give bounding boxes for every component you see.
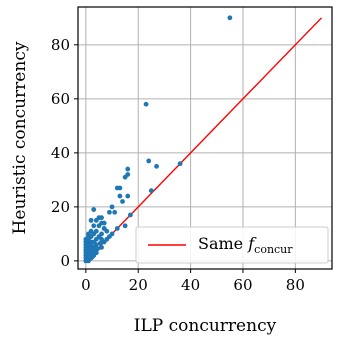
data-point [95, 246, 101, 252]
legend-box [135, 226, 329, 264]
legend-label-text: Same [198, 234, 248, 253]
x-tick-label: 80 [286, 276, 305, 294]
legend-label-subscript: concur [254, 243, 293, 256]
y-tick-label: 80 [51, 36, 70, 54]
data-point [90, 254, 95, 260]
data-point [93, 217, 99, 223]
data-point [117, 185, 123, 191]
y-tick-label: 60 [51, 90, 70, 108]
data-point [91, 223, 97, 229]
y-tick-label: 0 [60, 252, 70, 270]
points-layer [83, 15, 233, 264]
data-point [114, 226, 120, 231]
data-point [101, 226, 107, 231]
data-point [84, 257, 90, 262]
ticks: 0 20 40 60 80 0 20 40 60 80 [51, 36, 305, 294]
data-point [84, 249, 90, 254]
legend-label: Same fconcur [198, 234, 293, 256]
y-tick-label: 40 [51, 144, 70, 162]
data-point [97, 240, 103, 246]
data-point [122, 223, 128, 229]
data-point [99, 244, 104, 250]
y-axis-label: Heuristic concurrency [10, 41, 30, 234]
data-point [122, 174, 128, 180]
x-tick-label: 0 [81, 276, 91, 294]
y-tick-label: 20 [51, 198, 70, 216]
x-tick-label: 20 [129, 276, 148, 294]
data-point [107, 209, 112, 215]
x-tick-label: 60 [233, 276, 252, 294]
data-point [109, 231, 115, 237]
data-point [125, 166, 131, 172]
data-point [117, 193, 123, 199]
data-point [99, 220, 104, 226]
data-point [88, 217, 94, 223]
data-point [112, 209, 118, 215]
legend: Same fconcur [135, 226, 329, 264]
x-axis-label: ILP concurrency [134, 316, 277, 336]
data-point [148, 188, 154, 194]
data-point [99, 215, 104, 221]
plot-frame [77, 6, 333, 270]
data-point [125, 193, 131, 199]
reference-line-layer [85, 17, 323, 262]
data-point [127, 212, 133, 218]
x-tick-label: 40 [181, 276, 200, 294]
data-point [109, 204, 115, 210]
legend-label-math: f [247, 234, 257, 253]
reference-line [85, 17, 323, 262]
data-point [227, 15, 233, 21]
data-point [120, 199, 125, 204]
data-point [154, 163, 159, 169]
data-point [146, 158, 152, 164]
data-point [177, 161, 183, 167]
data-point [143, 101, 149, 107]
data-point [91, 207, 97, 212]
